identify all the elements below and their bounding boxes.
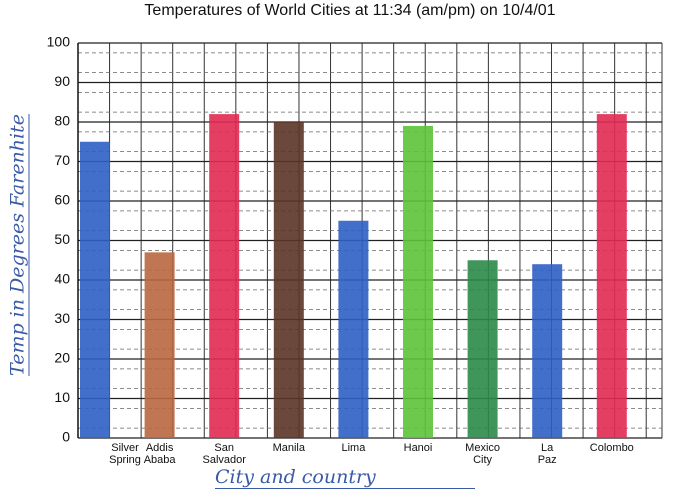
bar [532,264,563,438]
x-tick-label: Addis Ababa [143,442,176,466]
y-tick-label: 70 [54,152,70,168]
y-tick-label: 30 [54,310,70,326]
x-tick-label: La Paz [537,442,557,466]
y-tick-label: 50 [54,231,70,247]
y-tick-label: 80 [54,113,70,129]
bar [144,252,175,438]
x-tick-label: Mexico City [465,442,501,466]
y-tick-label: 40 [54,271,70,287]
bar [338,220,369,438]
bar [80,141,110,438]
bar [273,122,304,438]
x-tick-label: Colombo [589,442,634,454]
y-tick-label: 60 [54,192,70,208]
x-tick-label: San Salvador [202,442,246,466]
chart-title: Temperatures of World Cities at 11:34 (a… [144,2,556,19]
y-tick-label: 0 [62,429,70,445]
bar [467,260,498,438]
x-axis-label: City and country [215,466,475,489]
bar [403,125,433,438]
x-tick-label: Manila [272,442,305,454]
y-tick-label: 90 [54,73,70,89]
x-tick-label: Lima [341,442,366,454]
bar [209,114,240,438]
y-tick-label: 20 [54,350,70,366]
x-tick-label: Silver Spring [109,442,141,466]
y-tick-label: 100 [47,34,71,50]
y-tick-label: 10 [54,389,70,405]
bar [596,114,627,438]
x-tick-label: Hanoi [403,442,433,454]
